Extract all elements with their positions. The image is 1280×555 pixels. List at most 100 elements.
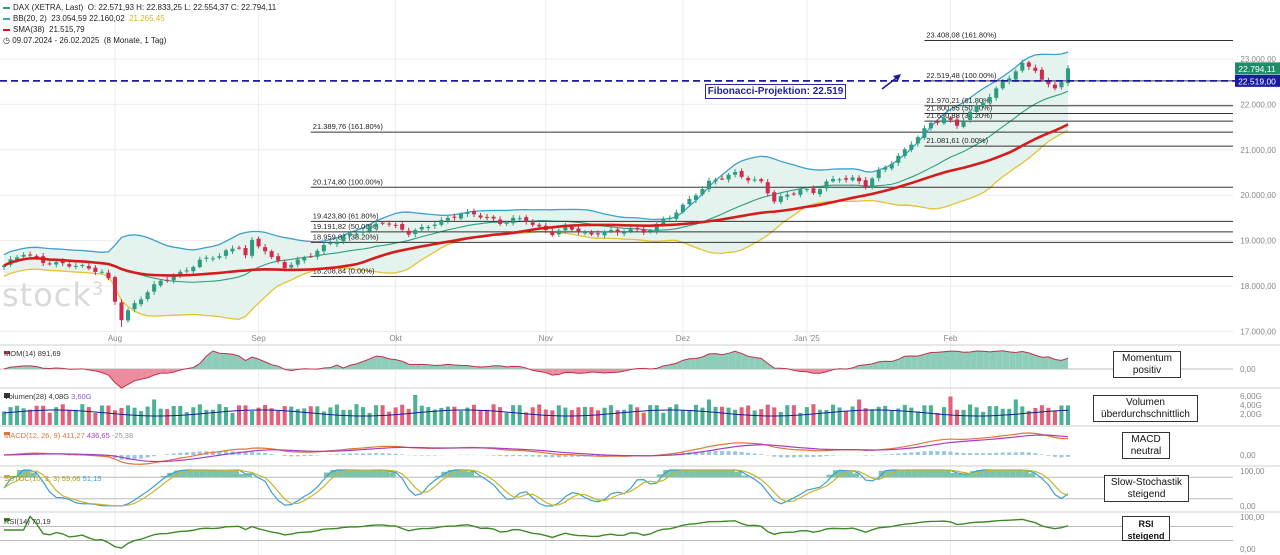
candle [857, 175, 862, 185]
macd-label: MACD(12, 26, 9) 411,27 436,65 -25,38 [4, 431, 133, 440]
momentum-area [219, 353, 226, 369]
candle [635, 225, 640, 232]
macd-histogram-bar [328, 454, 333, 455]
fibo-level-label: 21.630,88 (38.20%) [926, 111, 992, 120]
macd-histogram-bar [308, 455, 313, 456]
candle [250, 237, 255, 259]
candle [204, 255, 209, 262]
macd-histogram-bar [126, 455, 131, 460]
stoch-overbought-area [238, 473, 246, 478]
candle-body [896, 155, 901, 163]
momentum-area [434, 365, 442, 369]
candle-body [550, 231, 555, 236]
candle [230, 245, 235, 255]
candle-body [1020, 62, 1025, 71]
candle-body [54, 262, 59, 265]
candle-body [374, 223, 379, 228]
macd-histogram-bar [152, 455, 157, 457]
candle [119, 299, 124, 327]
candle-body [511, 217, 516, 224]
candle-body [765, 182, 770, 194]
volume-average-line [3, 409, 1069, 417]
stoch-overbought-area [885, 470, 892, 478]
macd-histogram-bar [739, 451, 744, 455]
candle-body [60, 260, 65, 264]
macd-histogram-bar [498, 455, 503, 457]
candle [726, 172, 731, 183]
volume-bar [863, 408, 868, 425]
macd-histogram-bar [1007, 452, 1012, 455]
volume-bar [308, 406, 313, 425]
candle [452, 213, 457, 221]
candle [393, 222, 398, 229]
candle [811, 185, 816, 195]
candle-body [928, 122, 933, 129]
momentum-area [369, 356, 377, 369]
volume-bar [250, 410, 255, 425]
macd-histogram-bar [817, 455, 822, 457]
candle [922, 125, 927, 141]
volume-tick: 2,00G [1240, 410, 1262, 419]
fibo-level-label: 19.423,80 (61.80%) [313, 211, 379, 220]
candle [223, 248, 228, 259]
candle [106, 269, 111, 281]
volume-bar [289, 406, 294, 425]
candle-body [863, 180, 868, 187]
volume-bar [73, 409, 78, 425]
candle [680, 203, 685, 214]
macd-histogram-bar [824, 455, 829, 457]
candle [256, 236, 261, 249]
candle-body [883, 167, 888, 170]
momentum-area [552, 369, 559, 376]
momentum-area [108, 369, 115, 383]
fibo-level-label: 21.389,76 (161.80%) [313, 122, 384, 131]
momentum-area [865, 363, 873, 369]
volume-bar [328, 407, 333, 425]
candle-body [347, 233, 352, 236]
fibonacci-projection-label: Fibonacci-Projektion: 22.519 [705, 84, 846, 99]
momentum-area [943, 351, 951, 369]
volume-bar [413, 395, 418, 425]
candle-body [654, 223, 659, 232]
macd-histogram-bar [393, 453, 398, 455]
stoch-label: SSTOC(10, 3, 3) 59,06 51,15 [4, 474, 101, 483]
momentum-area [761, 358, 768, 369]
momentum-area [160, 369, 168, 374]
macd-histogram-bar [759, 454, 764, 455]
macd-histogram-bar [524, 455, 529, 457]
candle-body [720, 178, 725, 180]
volume-bar [184, 412, 189, 425]
candle-body [334, 241, 339, 245]
month-label: Jan '25 [794, 334, 820, 343]
volume-bar [86, 407, 91, 425]
candle [582, 230, 587, 236]
candle-body [28, 254, 33, 256]
momentum-area [1009, 351, 1016, 369]
macd-histogram-bar [1026, 452, 1031, 455]
volume-bar [1059, 405, 1064, 425]
stoch-overbought-area [833, 470, 840, 478]
candle-body [112, 277, 117, 302]
momentum-tick: 0,00 [1240, 365, 1256, 374]
rsi-tick: 0,00 [1240, 545, 1256, 554]
stoch-overbought-area [924, 470, 931, 478]
candle-body [837, 179, 842, 181]
volume-bar [765, 404, 770, 425]
momentum-area [225, 353, 233, 369]
macd-histogram-bar [236, 451, 242, 455]
candle [367, 223, 372, 234]
volume-bar [210, 409, 215, 425]
candle-body [1059, 82, 1064, 88]
candle [67, 262, 72, 268]
candle [491, 215, 496, 222]
candle-body [739, 171, 744, 177]
fibo-level-label: 21.081,61 (0.00%) [926, 136, 988, 145]
volume-bar [445, 406, 450, 425]
candle [850, 174, 855, 182]
candle [184, 267, 189, 274]
macd-label-part: 411,27 [60, 431, 84, 440]
macd-histogram-bar [243, 452, 248, 455]
candle-body [445, 217, 450, 221]
macd-histogram-bar [269, 454, 274, 455]
momentum-area [395, 359, 403, 369]
